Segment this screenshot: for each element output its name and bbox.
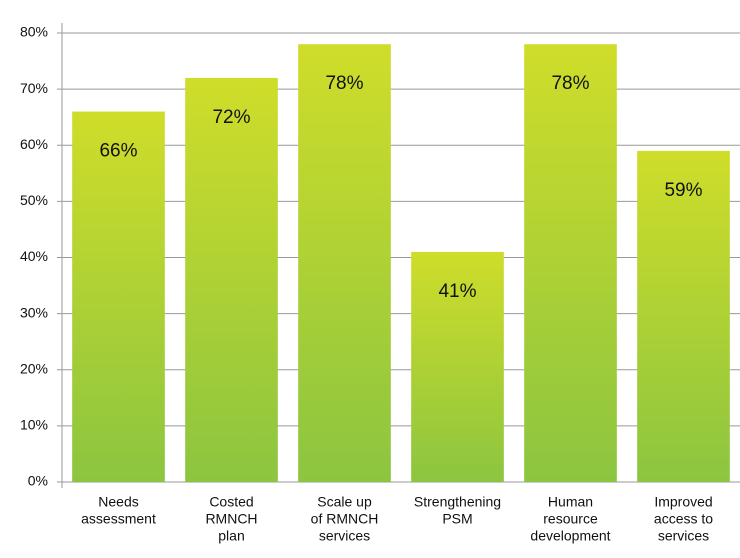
x-tick-label: Human xyxy=(548,494,593,510)
y-tick-label: 70% xyxy=(20,80,48,96)
x-tick-label: plan xyxy=(218,528,244,544)
y-tick-label: 40% xyxy=(20,248,48,264)
value-label: 41% xyxy=(438,281,476,302)
value-label: 78% xyxy=(551,73,589,94)
x-tick-label: resource xyxy=(543,511,598,527)
bar xyxy=(524,44,617,482)
x-tick-label: RMNCH xyxy=(205,511,257,527)
bar xyxy=(298,44,391,482)
y-tick-label: 0% xyxy=(28,473,48,489)
x-tick-label: development xyxy=(530,528,610,544)
value-label: 78% xyxy=(325,73,363,94)
x-tick-label: services xyxy=(658,528,709,544)
x-tick-label: PSM xyxy=(442,511,472,527)
x-tick-label: assessment xyxy=(81,511,156,527)
bar xyxy=(411,251,504,482)
y-tick-label: 20% xyxy=(20,360,48,376)
value-label: 66% xyxy=(99,141,137,162)
y-tick-label: 60% xyxy=(20,136,48,152)
x-tick-label: Strengthening xyxy=(414,494,501,510)
y-tick-label: 10% xyxy=(20,417,48,433)
x-tick-label: Improved xyxy=(654,494,712,510)
x-tick-label: Scale up xyxy=(317,494,372,510)
value-label: 59% xyxy=(664,180,702,201)
value-label: 72% xyxy=(212,107,250,128)
bar xyxy=(637,150,730,483)
x-tick-label: access to xyxy=(654,511,713,527)
y-tick-label: 80% xyxy=(20,24,48,40)
x-tick-label: Needs xyxy=(98,494,138,510)
x-tick-label: of RMNCH xyxy=(311,511,379,527)
bar xyxy=(72,111,165,482)
y-tick-label: 30% xyxy=(20,304,48,320)
x-tick-label: services xyxy=(319,528,370,544)
bar xyxy=(185,77,278,483)
y-tick-label: 50% xyxy=(20,192,48,208)
x-tick-label: Costed xyxy=(209,494,253,510)
